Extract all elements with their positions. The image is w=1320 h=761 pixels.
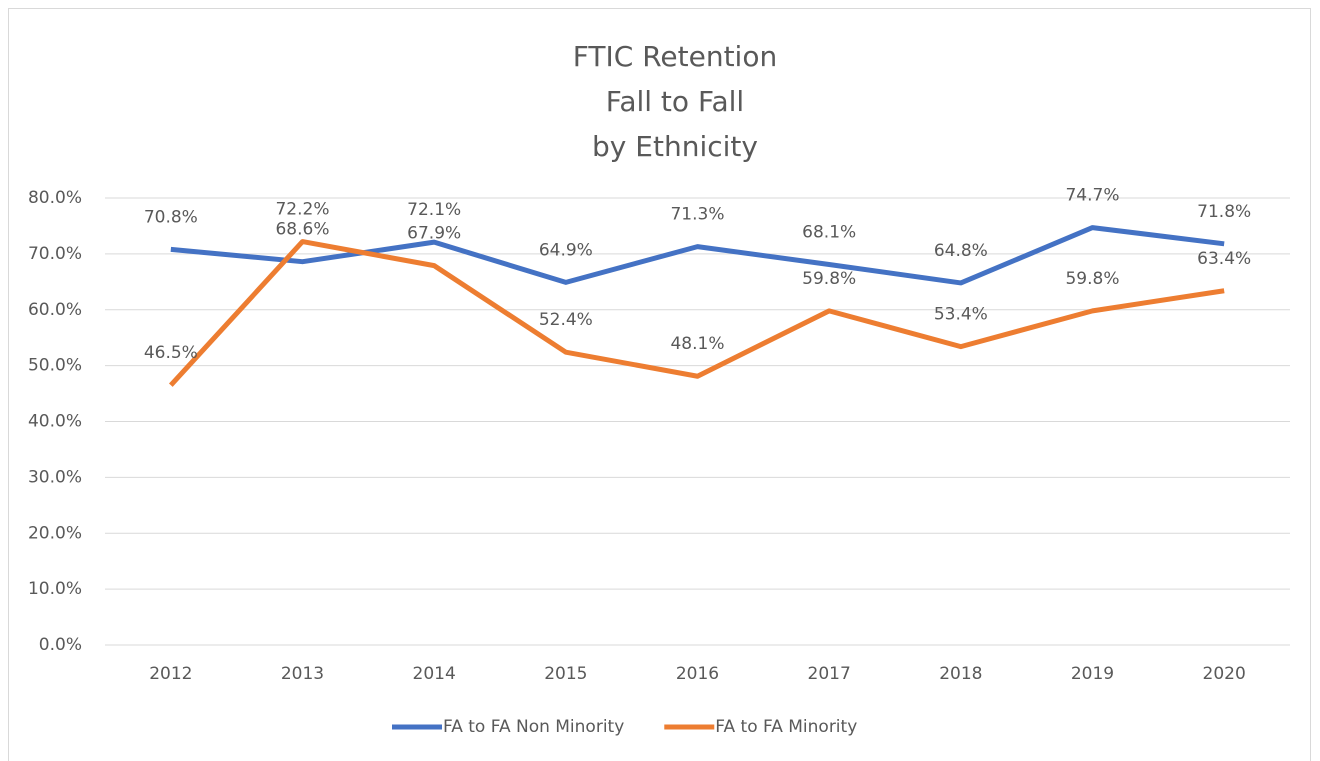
data-label: 67.9% [407,224,461,244]
data-label: 72.1% [407,200,461,220]
x-tick-label: 2012 [149,664,192,684]
x-tick-label: 2013 [281,664,324,684]
y-tick-label: 80.0% [28,188,82,208]
data-label: 63.4% [1197,249,1251,269]
data-label: 68.1% [802,222,856,242]
x-tick-label: 2017 [808,664,851,684]
legend-label: FA to FA Minority [715,717,857,737]
x-tick-label: 2016 [676,664,719,684]
y-tick-label: 0.0% [39,635,82,655]
data-label: 68.6% [275,220,329,240]
x-tick-label: 2020 [1203,664,1246,684]
data-label: 71.8% [1197,202,1251,222]
data-label: 59.8% [802,269,856,289]
chart-title: Fall to Fall [606,85,744,118]
data-label: 52.4% [539,310,593,330]
data-label: 59.8% [1065,269,1119,289]
data-label: 46.5% [144,343,198,363]
y-tick-label: 50.0% [28,356,82,376]
y-tick-label: 10.0% [28,579,82,599]
x-tick-label: 2014 [413,664,456,684]
y-tick-label: 70.0% [28,244,82,264]
chart-title: by Ethnicity [592,130,758,163]
chart-title: FTIC Retention [573,40,777,73]
data-label: 71.3% [670,205,724,225]
x-tick-label: 2015 [544,664,587,684]
data-label: 64.9% [539,240,593,260]
x-tick-label: 2019 [1071,664,1114,684]
chart-frame [8,8,1311,761]
data-label: 70.8% [144,207,198,227]
series-line [168,239,1225,387]
data-label: 74.7% [1065,186,1119,206]
data-label: 72.2% [275,200,329,220]
series-line [170,225,1225,286]
data-label: 48.1% [670,334,724,354]
y-tick-label: 40.0% [28,412,82,432]
data-label: 53.4% [934,305,988,325]
legend-label: FA to FA Non Minority [443,717,624,737]
x-tick-label: 2018 [939,664,982,684]
y-tick-label: 30.0% [28,467,82,487]
y-tick-label: 20.0% [28,523,82,543]
data-label: 64.8% [934,241,988,261]
y-tick-label: 60.0% [28,300,82,320]
